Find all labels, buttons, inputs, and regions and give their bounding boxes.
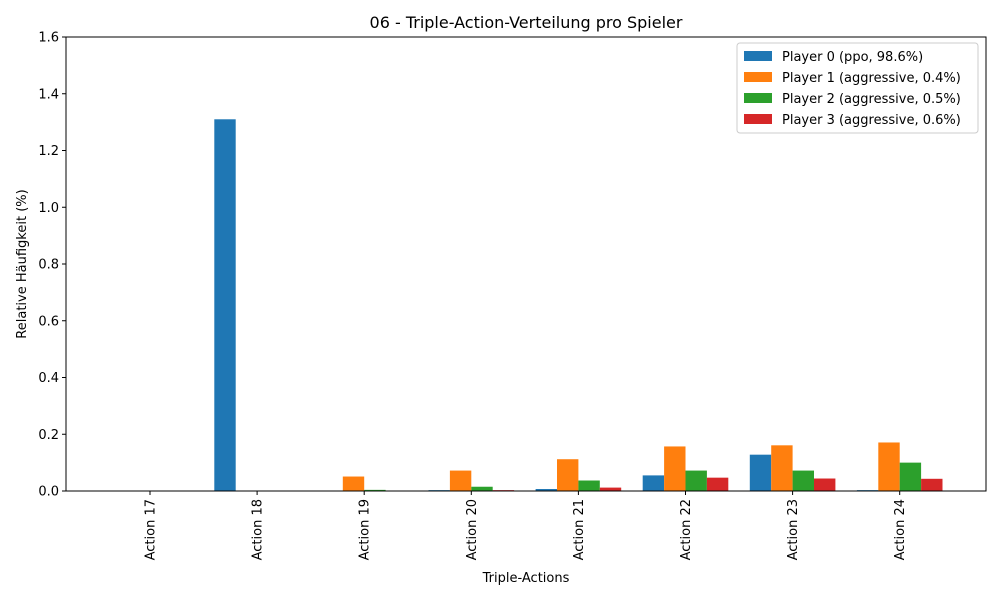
bar bbox=[364, 489, 386, 491]
bar bbox=[599, 487, 622, 491]
y-axis-label: Relative Häufigkeit (%) bbox=[15, 189, 30, 338]
bar bbox=[899, 462, 922, 491]
bar bbox=[449, 470, 472, 491]
legend-swatch bbox=[744, 51, 772, 61]
bar bbox=[921, 478, 943, 491]
bar bbox=[578, 480, 600, 491]
y-tick-label: 1.4 bbox=[38, 87, 59, 102]
legend-label: Player 2 (aggressive, 0.5%) bbox=[782, 92, 961, 107]
legend: Player 0 (ppo, 98.6%) Player 1 (aggressiv… bbox=[736, 42, 979, 134]
bar bbox=[642, 475, 665, 491]
y-tick-label: 1.6 bbox=[38, 31, 59, 46]
y-tick-label: 0.2 bbox=[38, 428, 59, 443]
x-tick-label: Action 22 bbox=[679, 499, 694, 560]
x-tick-label: Action 19 bbox=[358, 499, 373, 560]
bar bbox=[792, 470, 814, 491]
legend-box bbox=[736, 42, 979, 134]
chart-title: 06 - Triple-Action-Verteilung pro Spiele… bbox=[370, 13, 683, 32]
x-tick-label: Action 21 bbox=[572, 499, 587, 560]
y-tick-label: 0.6 bbox=[38, 314, 59, 329]
bar bbox=[557, 459, 579, 491]
y-tick-label: 1.2 bbox=[38, 144, 59, 159]
bar bbox=[878, 442, 900, 491]
x-tick-label: Action 24 bbox=[893, 499, 908, 560]
plot-area-frame bbox=[65, 36, 987, 492]
bar bbox=[214, 119, 236, 491]
bar bbox=[342, 476, 365, 491]
x-axis-label: Triple-Actions bbox=[482, 571, 570, 586]
y-tick-label: 0.8 bbox=[38, 258, 59, 273]
legend-label: Player 1 (aggressive, 0.4%) bbox=[782, 71, 961, 86]
legend-swatch bbox=[744, 114, 772, 124]
bar bbox=[771, 445, 793, 491]
bar bbox=[535, 489, 557, 491]
x-tick-label: Action 23 bbox=[786, 499, 801, 560]
bar bbox=[706, 477, 729, 491]
x-tick-label: Action 17 bbox=[144, 499, 159, 560]
legend-swatch bbox=[744, 72, 772, 82]
legend-label: Player 0 (ppo, 98.6%) bbox=[782, 50, 923, 65]
bar bbox=[685, 470, 707, 491]
legend-label: Player 3 (aggressive, 0.6%) bbox=[782, 113, 961, 128]
bar bbox=[749, 454, 772, 491]
y-axis: 0.0 0.2 0.4 0.6 0.8 1.0 1.2 1.4 1.6 bbox=[38, 31, 66, 500]
bars bbox=[214, 119, 943, 491]
x-tick-label: Action 18 bbox=[251, 499, 266, 560]
y-tick-label: 1.0 bbox=[38, 201, 59, 216]
y-tick-label: 0.4 bbox=[38, 371, 59, 386]
legend-swatch bbox=[744, 93, 772, 103]
bar bbox=[471, 486, 493, 491]
bar bbox=[664, 446, 686, 491]
y-tick-label: 0.0 bbox=[38, 485, 59, 500]
x-tick-label: Action 20 bbox=[465, 499, 480, 560]
bar bbox=[814, 478, 836, 491]
x-axis: Action 17 Action 18 Action 19 Action 20 Acti… bbox=[144, 491, 908, 560]
